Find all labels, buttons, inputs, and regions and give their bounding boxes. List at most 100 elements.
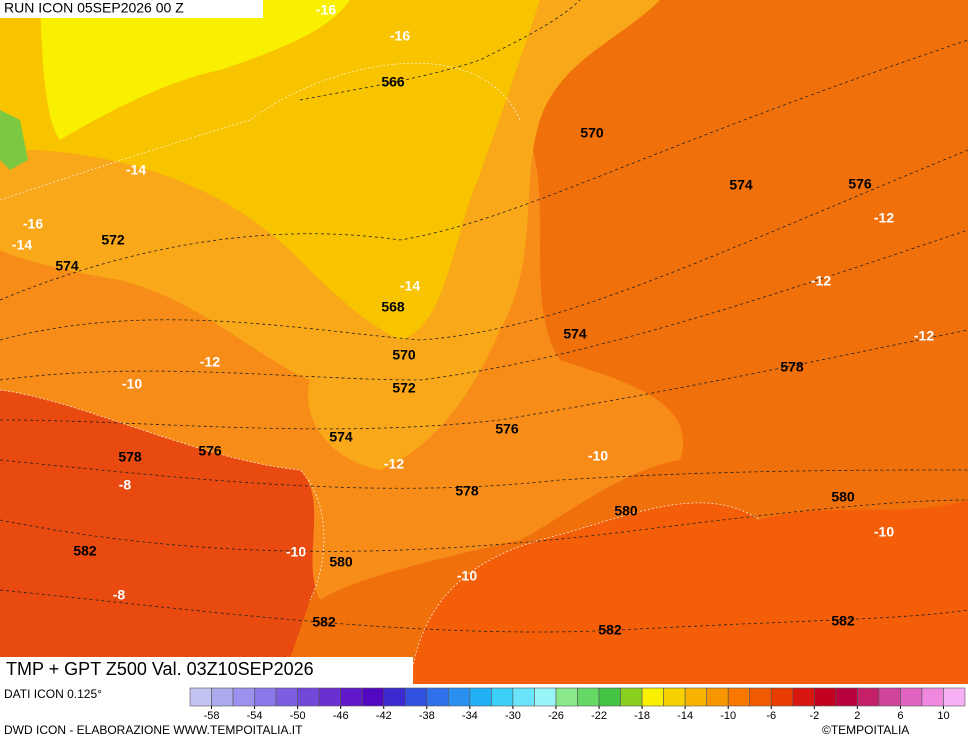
isotherm (0, 389, 325, 601)
legend-tick-label: -34 (462, 710, 478, 722)
temperature-label: -10 (874, 524, 894, 540)
contour (299, 0, 581, 101)
height-label: 574 (729, 177, 753, 193)
temperature-label: -16 (390, 28, 410, 44)
temperature-label: -10 (588, 448, 608, 464)
height-label: 580 (329, 554, 353, 570)
height-label: 582 (598, 622, 622, 638)
legend-tick-label: -42 (376, 710, 392, 722)
legend-swatch (878, 687, 901, 707)
temperature-label: -8 (113, 587, 126, 603)
run-label: RUN ICON 05SEP2026 00 Z (4, 0, 184, 16)
legend-tick-label: -26 (548, 710, 564, 722)
height-label: 578 (455, 483, 479, 499)
legend-swatch (254, 687, 277, 707)
title-box (0, 657, 413, 684)
temperature-label: -10 (286, 544, 306, 560)
contour (0, 229, 968, 381)
height-label: 572 (392, 380, 416, 396)
height-label: 574 (329, 429, 353, 445)
temperature-label: -14 (12, 237, 32, 253)
temperature-label: -14 (126, 162, 146, 178)
temperature-label: -12 (384, 456, 404, 472)
contour (0, 459, 968, 489)
coldest-zone (40, 0, 350, 140)
temperature-label: -12 (914, 328, 934, 344)
isotherm (409, 502, 761, 685)
temperature-label: -12 (811, 273, 831, 289)
legend-tick-label: -10 (720, 710, 736, 722)
temperature-label: -10 (122, 376, 142, 392)
height-label: 570 (580, 125, 604, 141)
height-label: 576 (198, 443, 222, 459)
height-label: 572 (101, 232, 125, 248)
legend-swatch (598, 687, 621, 707)
temperature-label: -12 (200, 354, 220, 370)
legend-tick-label: -30 (505, 710, 521, 722)
height-label: 580 (614, 503, 638, 519)
legend-swatch (318, 687, 341, 707)
legend-swatch (340, 687, 363, 707)
legend-swatch (706, 687, 729, 707)
legend-tick-label: -2 (809, 710, 819, 722)
legend-swatch (469, 687, 492, 707)
legend-tick-label: -22 (591, 710, 607, 722)
temperature-label: -16 (316, 2, 336, 18)
cold-spot (0, 110, 28, 170)
legend-tick-label: -38 (419, 710, 435, 722)
legend-swatch (361, 687, 385, 707)
legend-swatch (943, 687, 966, 707)
legend-swatch (491, 687, 514, 707)
legend-swatch (577, 687, 600, 707)
temperature-label: -12 (874, 210, 894, 226)
height-label: 574 (563, 326, 587, 342)
legend-swatch (770, 687, 794, 707)
legend-swatch (232, 687, 255, 707)
legend-swatch (404, 687, 428, 707)
legend-swatch (275, 687, 298, 707)
height-label: 576 (848, 176, 872, 192)
legend-swatch (835, 687, 858, 707)
contour (0, 149, 968, 341)
legend-swatch (555, 687, 578, 707)
legend-swatch (792, 687, 815, 707)
legend-swatch (727, 687, 751, 707)
credit-label: ©TEMPOITALIA (822, 723, 909, 737)
legend-swatch (900, 687, 923, 707)
height-label: 578 (780, 359, 804, 375)
temperature-label: -8 (119, 477, 132, 493)
temperature-label: -14 (400, 278, 420, 294)
legend-tick-label: -50 (290, 710, 306, 722)
legend-swatch (749, 687, 772, 707)
contour (0, 499, 968, 552)
legend-tick-label: 2 (854, 710, 860, 722)
temperature-label: -16 (23, 216, 43, 232)
legend-swatch (641, 687, 664, 707)
contour (0, 39, 968, 301)
legend-swatch (857, 687, 880, 707)
warm-zone (0, 390, 324, 684)
legend-tick-label: -58 (204, 710, 220, 722)
height-label: 582 (73, 543, 97, 559)
legend-swatch (297, 687, 320, 707)
run-box (0, 0, 263, 18)
legend-swatch (814, 687, 837, 707)
legend-swatch (448, 687, 471, 707)
legend-swatch (684, 687, 707, 707)
height-label: 582 (831, 613, 855, 629)
legend-swatch (663, 687, 686, 707)
map-title: TMP + GPT Z500 Val. 03Z10SEP2026 (6, 659, 314, 679)
legend-swatch (426, 687, 449, 707)
legend-swatch (189, 687, 212, 707)
legend-tick-label: -18 (634, 710, 650, 722)
legend-tick-label: -46 (333, 710, 349, 722)
isotherm (0, 62, 521, 201)
legend-tick-label: -54 (247, 710, 263, 722)
height-label: 566 (381, 74, 405, 90)
warm-zone (410, 500, 968, 684)
legend-tick-label: 10 (937, 710, 949, 722)
legend-swatch (620, 687, 643, 707)
height-label: 580 (831, 489, 855, 505)
